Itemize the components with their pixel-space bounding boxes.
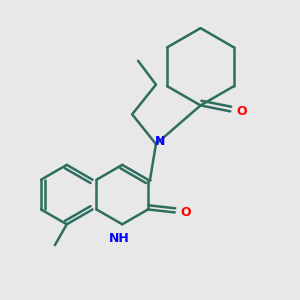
Text: O: O (181, 206, 191, 219)
Text: O: O (236, 105, 247, 118)
Text: NH: NH (109, 232, 130, 245)
Text: N: N (155, 135, 166, 148)
